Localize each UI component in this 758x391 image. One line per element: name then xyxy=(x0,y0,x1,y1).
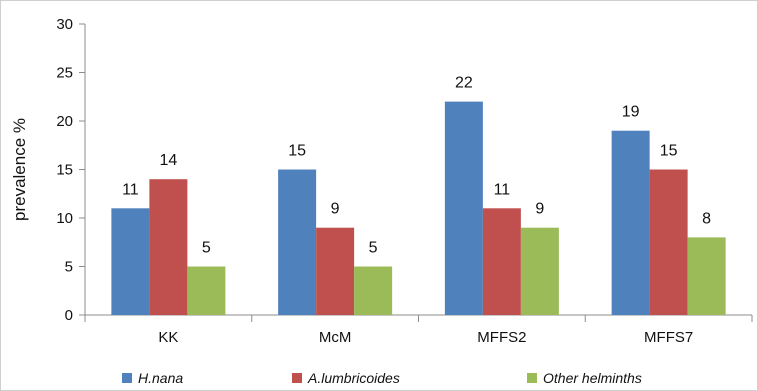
data-label: 5 xyxy=(202,240,211,257)
legend: H.nana A.lumbricoides Other helminths xyxy=(122,370,642,386)
x-tick-label: McM xyxy=(319,329,352,346)
y-tick-label: 20 xyxy=(56,113,73,130)
data-label: 9 xyxy=(535,201,544,218)
bar-other-helminths-mffs2 xyxy=(520,227,559,315)
data-label: 22 xyxy=(455,75,473,92)
bar-other-helminths-kk xyxy=(187,266,226,315)
data-labels: 11 14 5 15 9 5 22 11 9 19 15 8 xyxy=(122,75,711,257)
bar-h-nana-mffs7 xyxy=(611,130,650,315)
legend-label: H.nana xyxy=(138,370,183,386)
data-label: 15 xyxy=(660,143,678,160)
legend-swatch xyxy=(292,373,302,383)
data-label: 19 xyxy=(622,104,640,121)
bar-a-lumbricoides-mffs2 xyxy=(482,208,521,315)
y-tick-label: 15 xyxy=(56,162,73,179)
legend-swatch xyxy=(527,373,537,383)
y-tick-label: 30 xyxy=(56,16,73,33)
data-label: 11 xyxy=(122,181,139,198)
bar-a-lumbricoides-mcm xyxy=(316,227,355,315)
data-label: 9 xyxy=(331,201,340,218)
x-tick-label: MFFS2 xyxy=(477,329,526,346)
legend-label: A.lumbricoides xyxy=(307,370,400,386)
bar-h-nana-mffs2 xyxy=(444,101,483,315)
y-axis-title: prevalence % xyxy=(10,118,29,221)
y-tick-label: 5 xyxy=(65,259,73,276)
data-label: 11 xyxy=(494,181,511,198)
legend-swatch xyxy=(122,373,132,383)
data-label: 14 xyxy=(159,152,177,169)
y-tick-label: 10 xyxy=(56,210,73,227)
data-label: 15 xyxy=(288,143,306,160)
data-label: 5 xyxy=(369,240,378,257)
bars xyxy=(111,101,726,315)
y-tick-label: 0 xyxy=(65,307,73,324)
bar-h-nana-mcm xyxy=(278,169,317,315)
y-tick-label: 25 xyxy=(56,65,73,82)
legend-label: Other helminths xyxy=(543,370,642,386)
bar-a-lumbricoides-mffs7 xyxy=(649,169,688,315)
x-tick-label: MFFS7 xyxy=(644,329,693,346)
bar-a-lumbricoides-kk xyxy=(149,179,188,315)
bar-other-helminths-mffs7 xyxy=(687,237,726,315)
data-label: 8 xyxy=(702,210,711,227)
bar-h-nana-kk xyxy=(111,208,150,315)
bar-other-helminths-mcm xyxy=(354,266,393,315)
x-tick-label: KK xyxy=(158,329,178,346)
